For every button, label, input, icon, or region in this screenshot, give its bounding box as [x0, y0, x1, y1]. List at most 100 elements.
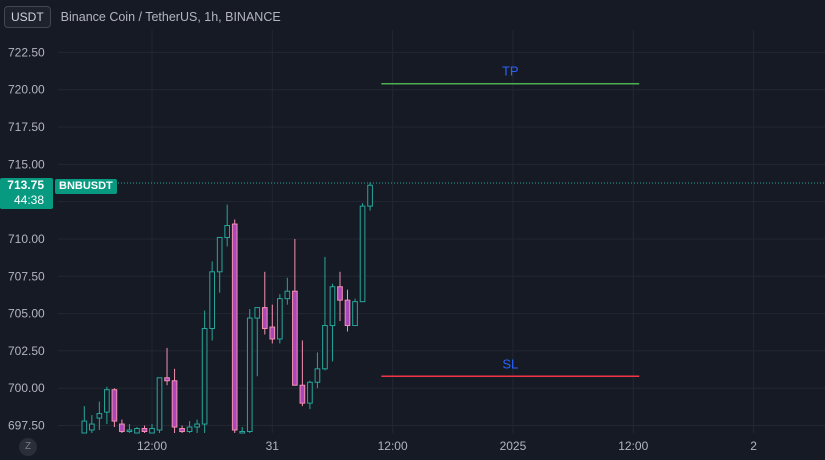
candle: [201, 310, 208, 433]
candle: [186, 421, 193, 433]
candle-body: [246, 317, 253, 433]
x-tick-label: 12:00: [137, 439, 167, 453]
candle: [284, 277, 291, 305]
candle-countdown: 44:38: [13, 193, 44, 207]
candle-body: [179, 428, 185, 433]
candle-body: [156, 377, 163, 431]
candle-body: [164, 377, 170, 382]
candle: [209, 261, 215, 341]
candle-body: [352, 301, 358, 327]
candle: [329, 283, 336, 362]
price-badge: 713.75 44:38: [0, 178, 53, 209]
x-tick-label: 12:00: [618, 439, 648, 453]
candle: [299, 340, 306, 407]
candle: [359, 203, 366, 303]
candle: [307, 380, 313, 410]
candle-body: [89, 423, 95, 431]
candle: [322, 256, 328, 371]
candle: [96, 401, 103, 431]
candle: [276, 294, 283, 344]
candle: [89, 415, 95, 433]
candle-body: [194, 423, 200, 428]
x-tick-label: 2: [750, 439, 757, 453]
candle-body: [201, 328, 208, 425]
levels[interactable]: TP SL: [381, 64, 640, 378]
candle-body: [216, 236, 223, 273]
candle-body: [134, 428, 140, 434]
candle: [261, 271, 268, 335]
candle-body: [224, 225, 231, 238]
y-axis: 722.50720.00717.50715.00712.50710.00707.…: [8, 45, 45, 432]
candle-body: [126, 429, 133, 433]
y-tick-label: 717.50: [8, 120, 45, 134]
candle-body: [171, 380, 178, 428]
y-tick-label: 710.00: [8, 232, 45, 246]
candle: [119, 419, 125, 433]
candle-body: [269, 326, 276, 340]
x-axis: 12:00 31 12:00 2025 12:00 2: [137, 439, 757, 453]
candle-body: [337, 286, 343, 301]
y-tick-label: 715.00: [8, 157, 45, 171]
candle-body: [276, 298, 283, 340]
candle-body: [119, 423, 125, 433]
candle-body: [141, 428, 148, 433]
candle: [269, 304, 276, 344]
candle: [149, 424, 155, 434]
candle-body: [307, 381, 313, 404]
candle-body: [254, 307, 261, 319]
tp-label: TP: [502, 64, 519, 79]
candle: [104, 386, 110, 425]
candle-body: [81, 420, 88, 434]
candle: [164, 347, 170, 386]
y-tick-label: 700.00: [8, 381, 45, 395]
candle-body: [209, 271, 215, 330]
candle-body: [299, 384, 306, 404]
y-tick-label: 722.50: [8, 45, 45, 59]
x-tick-label: 12:00: [378, 439, 408, 453]
candle-body: [344, 299, 351, 327]
candle: [292, 238, 298, 386]
candle: [344, 289, 351, 332]
candle-body: [239, 431, 246, 434]
candle-body: [111, 389, 118, 422]
candle-body: [284, 290, 291, 300]
candle-body: [359, 205, 366, 303]
candle-body: [186, 426, 193, 433]
candle: [314, 352, 321, 389]
candle-body: [104, 389, 110, 413]
grid: [58, 30, 825, 433]
y-tick-label: 705.00: [8, 307, 45, 321]
ticker-badge: BNBUSDT: [55, 179, 117, 194]
currency-button[interactable]: USDT: [4, 6, 51, 28]
current-price: 713.75: [7, 178, 44, 192]
candle: [134, 427, 140, 434]
candle-body: [149, 428, 155, 434]
candle: [194, 419, 200, 433]
candle: [171, 368, 178, 433]
candle: [254, 307, 261, 377]
candle: [239, 427, 246, 434]
sl-label: SL: [502, 356, 518, 371]
y-tick-label: 697.50: [8, 419, 45, 433]
candle: [231, 219, 238, 433]
symbol-title[interactable]: Binance Coin / TetherUS, 1h, BINANCE: [60, 10, 281, 24]
candle-body: [261, 307, 268, 330]
candle: [81, 406, 88, 434]
candle-body: [314, 368, 321, 383]
candle: [111, 388, 118, 428]
candle-body: [329, 286, 336, 327]
candle-body: [96, 413, 103, 419]
x-tick-label: 2025: [500, 439, 527, 453]
candle: [246, 309, 253, 433]
candle: [156, 377, 163, 433]
candles: [81, 182, 373, 434]
candle: [179, 425, 185, 433]
candle-body: [367, 184, 373, 207]
candle: [367, 182, 373, 211]
candle: [224, 204, 231, 247]
y-tick-label: 720.00: [8, 83, 45, 97]
zoom-button[interactable]: Z: [19, 438, 37, 456]
candle: [216, 236, 223, 293]
candle-body: [322, 325, 328, 370]
